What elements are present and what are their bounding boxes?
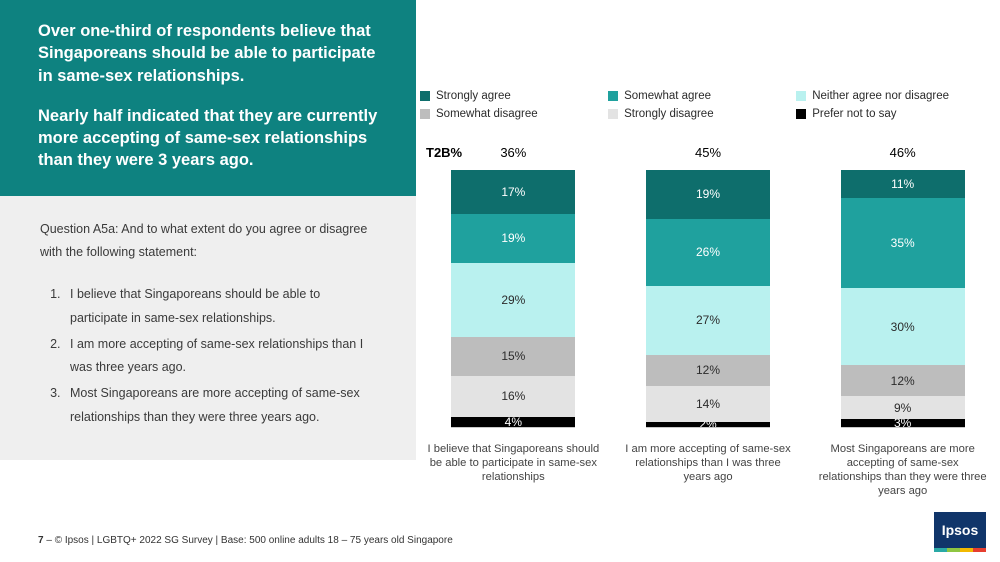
bar-segment: 4% [451, 417, 575, 427]
legend-swatch [796, 109, 806, 119]
question-intro: Question A5a: And to what extent do you … [40, 218, 376, 266]
t2b-row: T2B% 36% 45% 46% [416, 145, 1000, 167]
t2b-value: 45% [678, 145, 738, 160]
footer: 7 – © Ipsos | LGBTQ+ 2022 SG Survey | Ba… [38, 535, 453, 546]
legend-swatch [420, 109, 430, 119]
ipsos-logo: Ipsos [934, 512, 986, 552]
question-item: Most Singaporeans are more accepting of … [64, 382, 376, 430]
t2b-value: 46% [873, 145, 933, 160]
x-axis-labels: I believe that Singaporeans should be ab… [416, 442, 1000, 498]
legend-label: Somewhat agree [624, 90, 711, 102]
bar-segment: 30% [841, 288, 965, 365]
footer-sep: – [44, 535, 55, 546]
slide: Over one-third of respondents believe th… [0, 0, 1000, 562]
bar-stack: 17%19%29%15%16%4% [451, 170, 575, 428]
bar-segment: 11% [841, 170, 965, 198]
x-axis-label: I believe that Singaporeans should be ab… [416, 442, 611, 498]
bar-stack: 19%26%27%12%14%2% [646, 170, 770, 428]
bar-segment: 16% [451, 376, 575, 417]
bar-segment: 12% [841, 365, 965, 396]
legend-item: Prefer not to say [796, 108, 984, 120]
bar-segment: 19% [451, 214, 575, 263]
bar-segment: 3% [841, 419, 965, 427]
bar-segment: 19% [646, 170, 770, 219]
question-item: I believe that Singaporeans should be ab… [64, 283, 376, 331]
question-item: I am more accepting of same-sex relation… [64, 333, 376, 381]
footer-text: © Ipsos | LGBTQ+ 2022 SG Survey | Base: … [55, 535, 453, 546]
headline-box: Over one-third of respondents believe th… [0, 0, 416, 196]
legend-swatch [796, 91, 806, 101]
legend-item: Strongly agree [420, 90, 608, 102]
bar-column: 19%26%27%12%14%2% [611, 170, 806, 438]
headline-p2: Nearly half indicated that they are curr… [38, 105, 378, 172]
bar-stack: 11%35%30%12%9%3% [841, 170, 965, 428]
legend-swatch [420, 91, 430, 101]
bar-segment: 9% [841, 396, 965, 419]
left-column: Over one-third of respondents believe th… [0, 0, 416, 460]
x-axis-label: I am more accepting of same-sex relation… [611, 442, 806, 498]
logo-stripe-segment [947, 548, 960, 552]
logo-stripe-segment [960, 548, 973, 552]
bar-segment: 17% [451, 170, 575, 214]
bar-segment: 15% [451, 337, 575, 376]
t2b-value: 36% [483, 145, 543, 160]
question-list: I believe that Singaporeans should be ab… [40, 283, 376, 430]
bar-segment: 26% [646, 219, 770, 286]
bar-column: 17%19%29%15%16%4% [416, 170, 611, 438]
logo-stripe [934, 548, 986, 552]
bar-segment: 29% [451, 263, 575, 338]
headline-p1: Over one-third of respondents believe th… [38, 20, 378, 87]
legend-item: Somewhat disagree [420, 108, 608, 120]
legend-item: Strongly disagree [608, 108, 796, 120]
legend-item: Neither agree nor disagree [796, 90, 984, 102]
x-axis-label: Most Singaporeans are more accepting of … [805, 442, 1000, 498]
bar-segment: 35% [841, 198, 965, 288]
legend-item: Somewhat agree [608, 90, 796, 102]
bar-segment: 14% [646, 386, 770, 422]
legend-label: Strongly disagree [624, 108, 714, 120]
bar-segment: 27% [646, 286, 770, 355]
chart-legend: Strongly agree Somewhat agree Neither agre… [420, 90, 990, 126]
logo-stripe-segment [934, 548, 947, 552]
stacked-bars: 17%19%29%15%16%4%19%26%27%12%14%2%11%35%… [416, 170, 1000, 438]
bar-segment: 12% [646, 355, 770, 386]
legend-label: Neither agree nor disagree [812, 90, 949, 102]
logo-stripe-segment [973, 548, 986, 552]
legend-swatch [608, 91, 618, 101]
legend-label: Somewhat disagree [436, 108, 538, 120]
logo-text: Ipsos [942, 522, 979, 538]
legend-label: Strongly agree [436, 90, 511, 102]
legend-swatch [608, 109, 618, 119]
t2b-label: T2B% [426, 145, 462, 160]
question-box: Question A5a: And to what extent do you … [0, 196, 416, 460]
bar-segment: 2% [646, 422, 770, 427]
bar-column: 11%35%30%12%9%3% [805, 170, 1000, 438]
legend-label: Prefer not to say [812, 108, 896, 120]
